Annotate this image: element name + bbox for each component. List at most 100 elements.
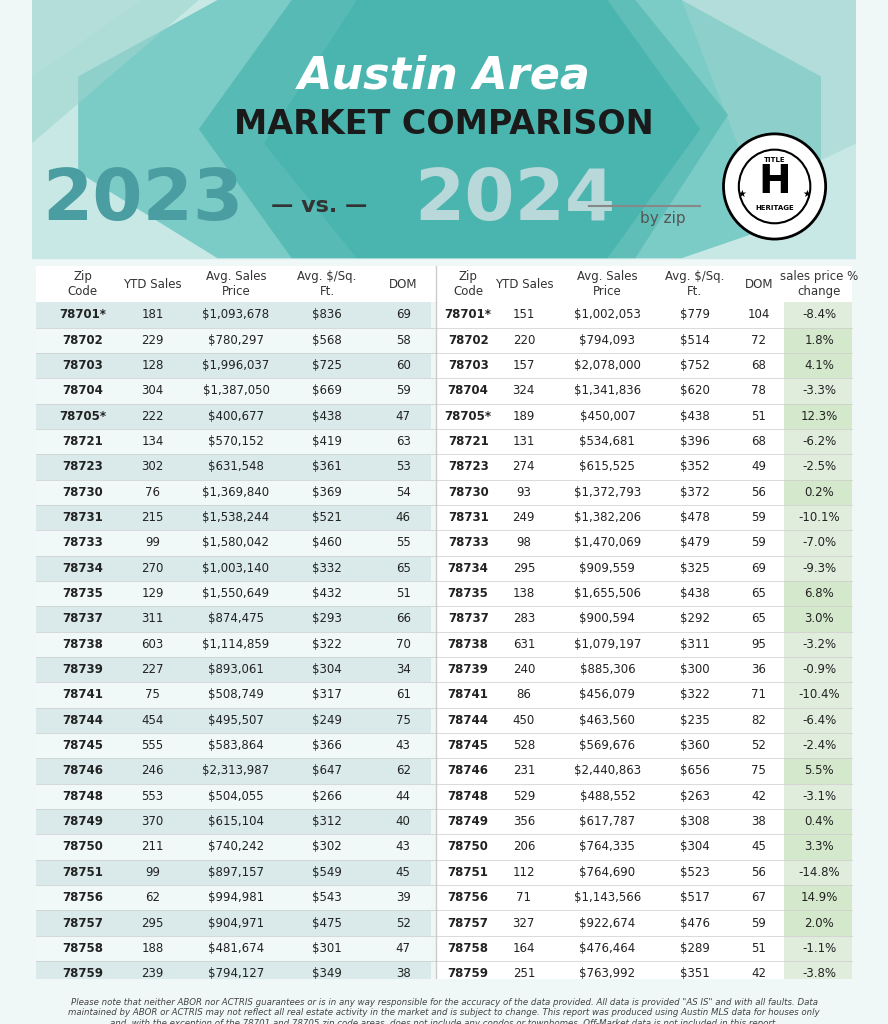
Bar: [36, 733, 431, 759]
Bar: [784, 759, 852, 783]
Text: 76: 76: [145, 485, 160, 499]
Text: Zip
Code: Zip Code: [453, 270, 483, 298]
Text: 78756: 78756: [448, 891, 488, 904]
Bar: [36, 936, 431, 961]
Text: 239: 239: [141, 968, 163, 980]
Text: 99: 99: [145, 866, 160, 879]
Text: 52: 52: [396, 916, 410, 930]
Text: $419: $419: [312, 435, 342, 449]
Text: $1,372,793: $1,372,793: [574, 485, 641, 499]
Text: $994,981: $994,981: [208, 891, 264, 904]
Text: 59: 59: [751, 511, 766, 524]
Text: $463,560: $463,560: [580, 714, 636, 727]
Text: 370: 370: [141, 815, 163, 828]
Polygon shape: [199, 0, 701, 258]
Bar: [36, 266, 852, 302]
Text: 78737: 78737: [62, 612, 103, 626]
Text: $909,559: $909,559: [580, 562, 636, 574]
Text: $289: $289: [680, 942, 710, 954]
Text: $495,507: $495,507: [208, 714, 264, 727]
Text: 51: 51: [751, 942, 766, 954]
Text: 95: 95: [751, 638, 766, 651]
Text: $249: $249: [312, 714, 342, 727]
Text: 528: 528: [512, 739, 535, 752]
Text: 1.8%: 1.8%: [805, 334, 834, 347]
Text: 78735: 78735: [448, 587, 488, 600]
Text: $549: $549: [312, 866, 342, 879]
Bar: [438, 657, 837, 682]
Text: 6.8%: 6.8%: [805, 587, 834, 600]
Text: 78749: 78749: [448, 815, 488, 828]
Text: 78733: 78733: [448, 537, 488, 550]
Text: $2,078,000: $2,078,000: [574, 359, 641, 372]
Text: $794,127: $794,127: [208, 968, 264, 980]
Text: $570,152: $570,152: [208, 435, 264, 449]
Bar: [784, 657, 852, 682]
Bar: [438, 860, 837, 885]
Text: 78738: 78738: [62, 638, 103, 651]
Text: Austin Area: Austin Area: [297, 55, 591, 98]
Text: 52: 52: [751, 739, 766, 752]
Text: 131: 131: [512, 435, 535, 449]
Bar: [438, 783, 837, 809]
Text: -3.2%: -3.2%: [802, 638, 836, 651]
Text: Avg. Sales
Price: Avg. Sales Price: [577, 270, 638, 298]
Text: $1,470,069: $1,470,069: [574, 537, 641, 550]
Bar: [36, 835, 431, 860]
Text: $475: $475: [312, 916, 342, 930]
Text: 138: 138: [512, 587, 535, 600]
Text: 45: 45: [396, 866, 410, 879]
Polygon shape: [78, 0, 821, 258]
Bar: [784, 353, 852, 378]
Text: $302: $302: [312, 841, 342, 853]
Text: 78730: 78730: [62, 485, 103, 499]
Text: $922,674: $922,674: [579, 916, 636, 930]
Text: 78745: 78745: [62, 739, 103, 752]
Text: $764,335: $764,335: [580, 841, 636, 853]
Text: $508,749: $508,749: [208, 688, 264, 701]
Bar: [36, 378, 431, 403]
Text: 68: 68: [751, 435, 766, 449]
Bar: [36, 759, 431, 783]
Bar: [36, 479, 431, 505]
Text: $1,369,840: $1,369,840: [202, 485, 270, 499]
Text: 231: 231: [512, 765, 535, 777]
Text: 78757: 78757: [448, 916, 488, 930]
Bar: [784, 606, 852, 632]
Text: 59: 59: [751, 916, 766, 930]
Bar: [36, 581, 431, 606]
Bar: [784, 936, 852, 961]
Text: 51: 51: [396, 587, 410, 600]
Bar: [36, 682, 431, 708]
Bar: [438, 708, 837, 733]
Text: $568: $568: [312, 334, 342, 347]
Text: $476,464: $476,464: [579, 942, 636, 954]
Text: $332: $332: [312, 562, 342, 574]
Text: YTD Sales: YTD Sales: [495, 278, 553, 291]
Text: $481,674: $481,674: [208, 942, 264, 954]
Text: 78744: 78744: [448, 714, 488, 727]
Text: $1,114,859: $1,114,859: [202, 638, 270, 651]
Text: -10.1%: -10.1%: [798, 511, 840, 524]
Text: -0.9%: -0.9%: [802, 664, 836, 676]
Text: $263: $263: [680, 790, 710, 803]
Text: $647: $647: [312, 765, 342, 777]
Text: 78730: 78730: [448, 485, 488, 499]
Text: 38: 38: [396, 968, 410, 980]
Text: 78746: 78746: [62, 765, 103, 777]
Bar: [36, 505, 431, 530]
Text: $1,382,206: $1,382,206: [574, 511, 641, 524]
Text: 78704: 78704: [62, 384, 103, 397]
Text: 55: 55: [396, 537, 410, 550]
Text: $317: $317: [312, 688, 342, 701]
Bar: [36, 783, 431, 809]
Text: 211: 211: [141, 841, 163, 853]
Text: 14.9%: 14.9%: [800, 891, 838, 904]
Bar: [36, 657, 431, 682]
Text: 356: 356: [512, 815, 535, 828]
Text: $322: $322: [680, 688, 710, 701]
Text: Please note that neither ABOR nor ACTRIS guarantees or is in any way responsible: Please note that neither ABOR nor ACTRIS…: [68, 997, 820, 1024]
Text: $312: $312: [312, 815, 342, 828]
Text: 134: 134: [141, 435, 163, 449]
Bar: [784, 479, 852, 505]
